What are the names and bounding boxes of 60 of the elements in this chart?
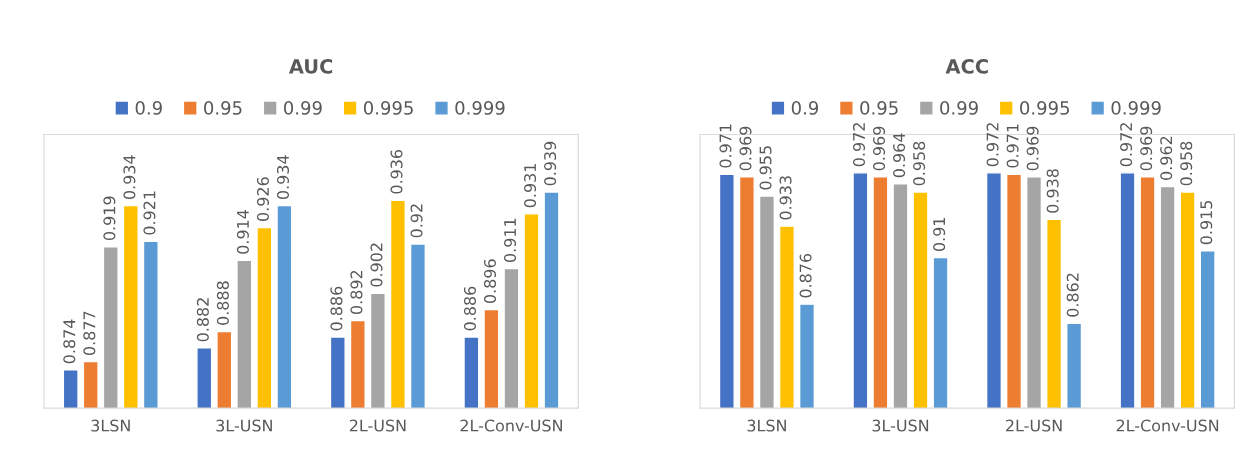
x-tick-label: 2L-USN — [1006, 419, 1062, 432]
data-label: 0.911 — [503, 218, 517, 262]
data-label: 0.969 — [1026, 126, 1039, 171]
data-label: 0.915 — [1200, 200, 1213, 245]
data-label: 0.939 — [544, 141, 557, 186]
data-label: 0.862 — [1066, 273, 1079, 317]
data-label: 0.972 — [1120, 123, 1133, 167]
legend-label: 0.95 — [204, 101, 242, 115]
legend-label: 0.99 — [940, 101, 978, 115]
data-label: 0.888 — [216, 281, 229, 325]
data-label: 0.926 — [256, 177, 269, 221]
data-label: 0.969 — [739, 126, 752, 171]
data-label: 0.955 — [759, 146, 772, 190]
data-label: 0.892 — [350, 270, 363, 314]
data-label: 0.964 — [893, 133, 906, 178]
data-label: 0.886 — [330, 286, 343, 331]
legend-label: 0.995 — [1020, 101, 1069, 115]
data-label: 0.874 — [63, 319, 76, 364]
data-label: 0.936 — [390, 149, 403, 194]
x-tick-label: 3L-USN — [216, 419, 272, 432]
legend-label: 0.995 — [363, 101, 413, 115]
data-label: 0.934 — [276, 155, 290, 200]
data-label: 0.962 — [1160, 136, 1173, 180]
data-label: 0.896 — [483, 259, 497, 304]
data-label: 0.902 — [370, 243, 383, 287]
data-label: 0.972 — [852, 123, 866, 167]
x-tick-label: 3LSN — [91, 419, 130, 432]
data-label: 0.877 — [83, 311, 96, 355]
data-label: 0.921 — [143, 191, 156, 235]
legend-label: 0.9 — [135, 101, 162, 115]
data-label: 0.971 — [1006, 124, 1019, 168]
x-tick-label: 3L-USN — [872, 419, 929, 432]
data-label: 0.919 — [103, 196, 116, 241]
x-tick-label: 2L-USN — [349, 419, 406, 432]
data-label: 0.933 — [779, 176, 792, 220]
data-label: 0.914 — [236, 209, 249, 254]
data-label: 0.969 — [873, 126, 886, 171]
data-label: 0.92 — [410, 204, 423, 238]
chart-title: AUC — [288, 58, 333, 74]
data-label: 0.969 — [1140, 126, 1153, 171]
data-label: 0.931 — [524, 164, 537, 208]
data-label: 0.938 — [1046, 169, 1059, 213]
data-label: 0.958 — [1180, 141, 1193, 186]
data-label: 0.971 — [719, 124, 732, 168]
legend-label: 0.9 — [791, 101, 819, 115]
data-label: 0.886 — [463, 286, 477, 331]
data-label: 0.882 — [196, 298, 209, 342]
legend-label: 0.999 — [1111, 101, 1161, 115]
x-tick-label: 2L-Conv-USN — [1116, 419, 1219, 432]
chart-title: ACC — [945, 58, 988, 74]
data-label: 0.934 — [123, 155, 136, 200]
data-label: 0.876 — [799, 253, 812, 298]
legend-label: 0.95 — [860, 101, 898, 115]
x-tick-label: 2L-Conv-USN — [460, 419, 562, 432]
data-label: 0.958 — [913, 141, 926, 186]
data-label: 0.972 — [986, 123, 999, 167]
data-label: 0.91 — [933, 218, 946, 252]
legend-label: 0.999 — [455, 101, 505, 115]
x-tick-label: 3LSN — [747, 419, 786, 432]
legend-label: 0.99 — [283, 101, 322, 115]
